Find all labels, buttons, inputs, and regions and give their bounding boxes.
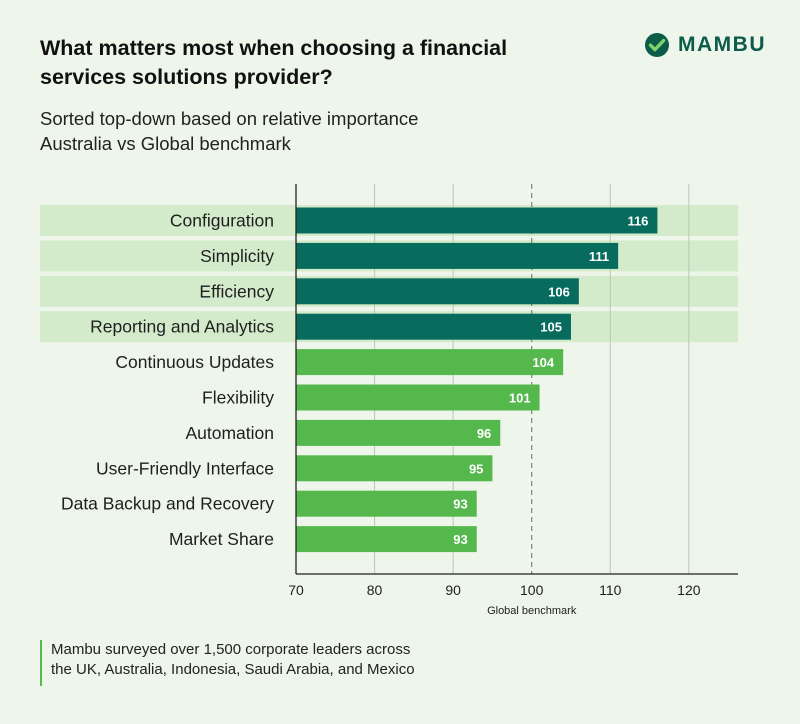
bar [296, 313, 571, 340]
category-label: Efficiency [199, 281, 274, 301]
bar [296, 455, 493, 482]
bar [296, 526, 477, 553]
bar-value-label: 95 [469, 461, 483, 476]
category-label: User-Friendly Interface [96, 458, 274, 478]
bar-value-label: 96 [477, 426, 491, 441]
bar-value-label: 106 [548, 284, 570, 299]
category-label: Flexibility [202, 388, 274, 408]
bar [296, 242, 619, 269]
x-tick-label: 110 [599, 582, 622, 598]
subtitle-line-2: Australia vs Global benchmark [40, 133, 291, 154]
x-tick-label: 90 [445, 582, 461, 598]
x-tick-label: 80 [367, 582, 383, 598]
bar-value-label: 111 [589, 249, 609, 264]
bar [296, 278, 579, 305]
bar-value-label: 93 [453, 532, 467, 547]
category-label: Simplicity [200, 246, 274, 266]
benchmark-label: Global benchmark [487, 605, 577, 617]
bar-value-label: 104 [532, 355, 554, 370]
bar-value-label: 101 [509, 391, 531, 406]
footnote-line-1: Mambu surveyed over 1,500 corporate lead… [51, 641, 411, 658]
bar [296, 490, 477, 517]
bar [296, 349, 564, 376]
category-label: Automation [185, 423, 274, 443]
footnote: Mambu surveyed over 1,500 corporate lead… [40, 640, 511, 686]
bar [296, 207, 658, 234]
chart-title: What matters most when choosing a financ… [40, 36, 508, 89]
category-label: Market Share [169, 529, 274, 549]
category-label: Continuous Updates [115, 352, 274, 372]
bar [296, 384, 540, 411]
category-label: Data Backup and Recovery [61, 494, 274, 514]
category-label: Reporting and Analytics [90, 317, 274, 337]
x-tick-label: 100 [520, 582, 544, 598]
subtitle-line-1: Sorted top-down based on relative import… [40, 108, 419, 129]
bar-value-label: 93 [453, 497, 467, 512]
x-tick-label: 70 [288, 582, 304, 598]
brand-logo: MAMBU [644, 30, 766, 60]
brand-name: MAMBU [678, 33, 766, 56]
category-label: Configuration [170, 211, 274, 231]
bar [296, 419, 501, 446]
bar-value-label: 116 [627, 214, 648, 229]
bar-value-label: 105 [540, 320, 562, 335]
x-tick-label: 120 [677, 582, 701, 598]
bar-chart: 116 Configuration 111 Simplicity 106 Efficien… [40, 184, 738, 617]
chart-subtitle: Sorted top-down based on relative import… [40, 106, 640, 156]
mambu-check-icon [645, 33, 669, 57]
footnote-line-2: the UK, Australia, Indonesia, Saudi Arab… [51, 661, 415, 678]
